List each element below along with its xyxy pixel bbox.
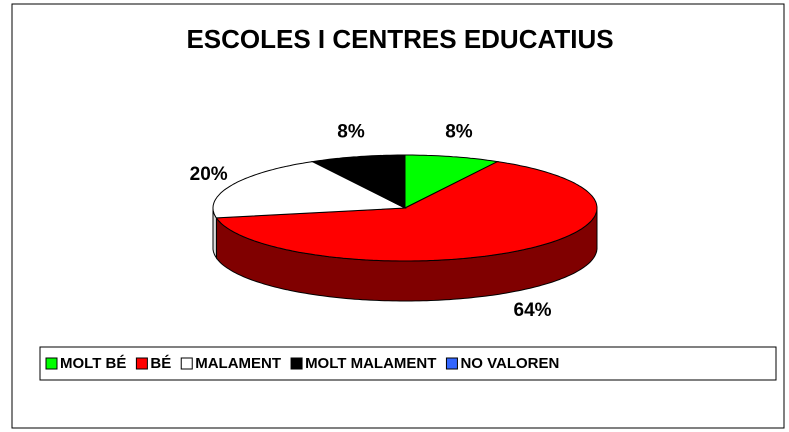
legend-swatch — [290, 357, 303, 370]
legend-label: NO VALOREN — [460, 355, 559, 372]
data-label: 8% — [337, 121, 365, 142]
legend-swatch — [45, 357, 58, 370]
data-label: 64% — [514, 300, 552, 321]
legend-label: BÉ — [150, 355, 171, 372]
pie-slice — [310, 154, 406, 209]
legend-label: MOLT MALAMENT — [305, 355, 436, 372]
pie-slice — [404, 154, 500, 209]
pie-slice — [215, 161, 598, 262]
pie-slice — [212, 161, 407, 219]
legend-swatch — [135, 357, 148, 370]
pie-tops — [212, 154, 598, 262]
data-label: 20% — [190, 164, 228, 185]
legend-frame — [39, 346, 777, 381]
legend-label: MALAMENT — [195, 355, 281, 372]
legend-label: MOLT BÉ — [60, 355, 126, 372]
legend-swatch — [180, 357, 193, 370]
legend: MOLT BÉ BÉ MALAMENT MOLT MALAMENT NO VALOREN — [45, 355, 559, 372]
data-label: 8% — [445, 121, 473, 142]
chart-title: ESCOLES I CENTRES EDUCATIUS — [186, 24, 613, 54]
legend-swatch — [445, 357, 458, 370]
